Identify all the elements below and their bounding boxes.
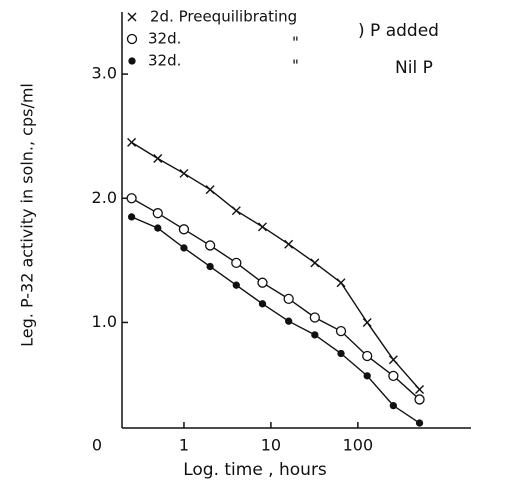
x-tick-label: 0 (92, 436, 102, 455)
marker-x (284, 239, 294, 249)
marker-filled (180, 244, 188, 252)
x-axis-label: Log. time , hours (183, 460, 327, 480)
marker-open (362, 350, 373, 362)
x-tick-label: 100 (343, 436, 374, 455)
y-tick-label: 3.0 (92, 64, 117, 83)
legend-label: 32d. (148, 52, 181, 70)
legend-label: 2d. Preequilibrating (150, 8, 297, 26)
marker-open (126, 193, 137, 204)
annotation: " (292, 34, 299, 52)
marker-open (283, 293, 294, 305)
marker-open (152, 208, 163, 219)
marker-x (231, 206, 241, 216)
marker-x (415, 385, 425, 394)
marker-x (179, 168, 189, 178)
marker-filled (415, 419, 424, 427)
marker-open (309, 312, 320, 323)
y-tick-label: 2.0 (92, 188, 117, 207)
marker-filled (389, 401, 398, 410)
marker-filled (154, 224, 162, 232)
marker-x (362, 317, 372, 327)
marker-filled (258, 300, 267, 308)
marker-open (257, 277, 268, 288)
marker-open (335, 325, 347, 337)
annotation: ) P added (358, 21, 439, 41)
marker-x (205, 185, 215, 195)
x-tick-label: 1 (179, 436, 189, 455)
annotation: Nil P (395, 58, 433, 78)
legend-label: 32d. (148, 30, 181, 48)
marker-open (388, 370, 399, 381)
annotation: " (292, 57, 299, 75)
marker-filled (206, 262, 214, 271)
marker-x (310, 258, 320, 268)
marker-x (153, 154, 163, 164)
marker-filled (363, 372, 371, 380)
marker-open (204, 240, 216, 251)
marker-filled (311, 331, 319, 339)
marker-open (126, 33, 138, 45)
x-tick-label: 10 (261, 436, 281, 455)
y-axis-label: Leg. P-32 activity in soln., cps/ml (18, 83, 37, 347)
marker-filled (128, 57, 136, 65)
series-line (131, 141, 421, 390)
marker-filled (285, 317, 293, 325)
marker-open (231, 257, 242, 268)
marker-open (178, 224, 190, 235)
marker-filled (337, 349, 345, 358)
y-tick-label: 1.0 (92, 312, 117, 331)
marker-x (127, 12, 137, 22)
series-line (131, 216, 420, 424)
series-line (131, 197, 421, 400)
marker-x (336, 278, 346, 288)
marker-x (388, 355, 398, 365)
marker-x (127, 137, 137, 147)
marker-filled (232, 281, 240, 289)
marker-open (414, 394, 425, 405)
marker-x (257, 222, 267, 232)
marker-filled (127, 213, 136, 221)
